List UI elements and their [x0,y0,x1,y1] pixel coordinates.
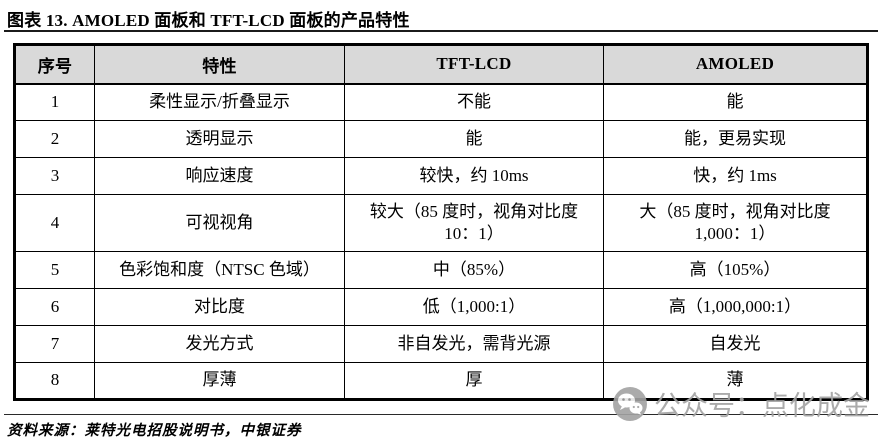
comparison-table: 序号 特性 TFT-LCD AMOLED 1 柔性显示/折叠显示 不能 能 2 … [13,43,869,401]
cell-no: 7 [14,325,95,363]
table-row: 2 透明显示 能 能，更易实现 [14,120,868,158]
cell-amoled: 高（105%） [603,251,868,289]
title-divider [4,30,878,32]
cell-no: 4 [14,194,95,252]
cell-feature: 透明显示 [94,120,345,158]
cell-feature: 发光方式 [94,325,345,363]
cell-no: 5 [14,251,95,289]
cell-feature: 色彩饱和度（NTSC 色域） [94,251,345,289]
cell-tft: 能 [344,120,604,158]
cell-feature: 厚薄 [94,362,345,400]
table-header-row: 序号 特性 TFT-LCD AMOLED [14,44,868,85]
cell-amoled: 大（85 度时，视角对比度 1,000：1） [603,194,868,252]
cell-feature: 响应速度 [94,157,345,195]
cell-tft: 中（85%） [344,251,604,289]
table-row: 6 对比度 低（1,000:1） 高（1,000,000:1） [14,288,868,326]
header-no: 序号 [14,44,95,85]
figure-title: 图表 13. AMOLED 面板和 TFT-LCD 面板的产品特性 [7,11,410,30]
cell-no: 2 [14,120,95,158]
cell-feature: 对比度 [94,288,345,326]
footer-divider [4,414,878,415]
cell-amoled: 能，更易实现 [603,120,868,158]
cell-no: 8 [14,362,95,400]
header-tft: TFT-LCD [344,44,604,85]
cell-amoled: 高（1,000,000:1） [603,288,868,326]
cell-amoled: 能 [603,83,868,121]
table-row: 4 可视视角 较大（85 度时，视角对比度 10：1） 大（85 度时，视角对比… [14,194,868,252]
cell-tft: 非自发光，需背光源 [344,325,604,363]
cell-tft: 较大（85 度时，视角对比度 10：1） [344,194,604,252]
cell-tft: 不能 [344,83,604,121]
comparison-table-container: 序号 特性 TFT-LCD AMOLED 1 柔性显示/折叠显示 不能 能 2 … [13,43,869,401]
cell-tft: 较快，约 10ms [344,157,604,195]
cell-no: 1 [14,83,95,121]
table-row: 3 响应速度 较快，约 10ms 快，约 1ms [14,157,868,195]
table-row: 5 色彩饱和度（NTSC 色域） 中（85%） 高（105%） [14,251,868,289]
cell-feature: 柔性显示/折叠显示 [94,83,345,121]
source-note: 资料来源：莱特光电招股说明书，中银证券 [7,423,302,439]
header-feature: 特性 [94,44,345,85]
cell-tft: 厚 [344,362,604,400]
cell-amoled: 自发光 [603,325,868,363]
table-row: 1 柔性显示/折叠显示 不能 能 [14,83,868,121]
cell-tft: 低（1,000:1） [344,288,604,326]
header-amoled: AMOLED [603,44,868,85]
table-row: 7 发光方式 非自发光，需背光源 自发光 [14,325,868,363]
cell-no: 6 [14,288,95,326]
cell-no: 3 [14,157,95,195]
table-row: 8 厚薄 厚 薄 [14,362,868,400]
cell-feature: 可视视角 [94,194,345,252]
cell-amoled: 薄 [603,362,868,400]
cell-amoled: 快，约 1ms [603,157,868,195]
